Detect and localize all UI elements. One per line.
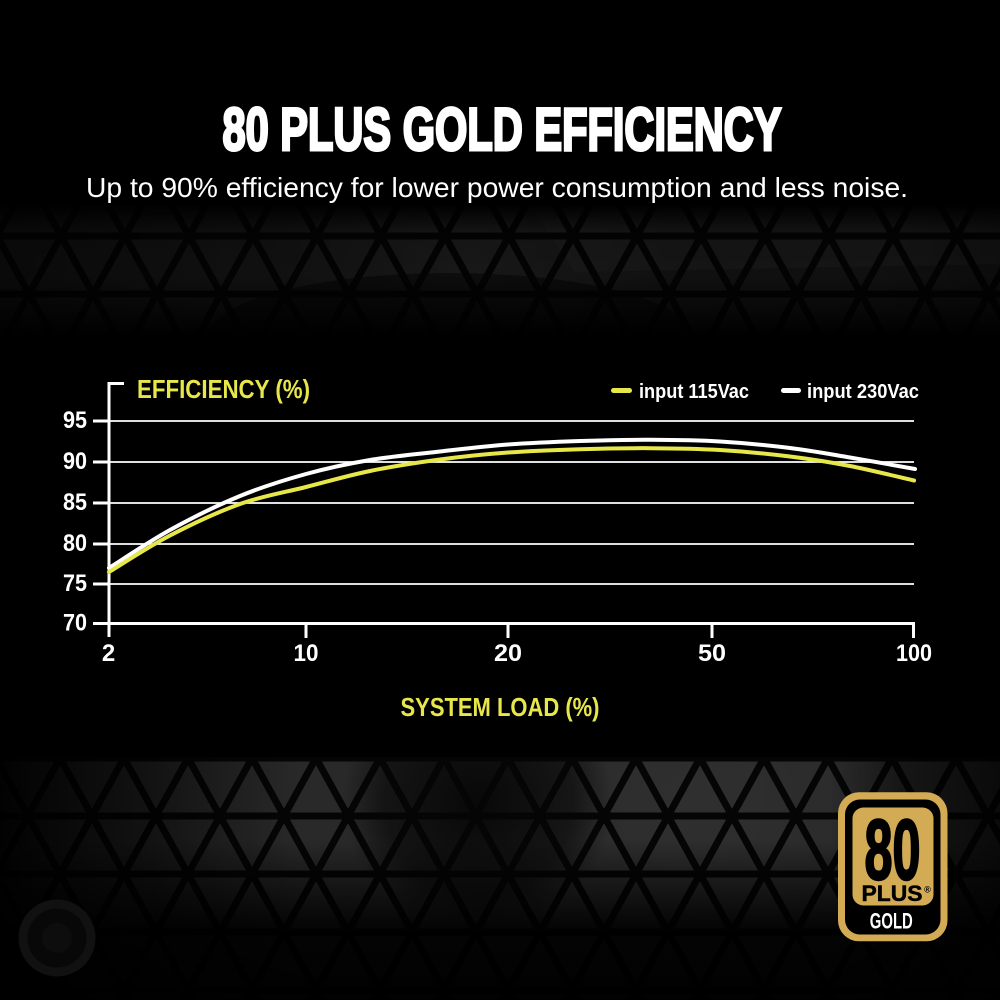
svg-text:85: 85: [63, 489, 87, 516]
svg-text:10: 10: [294, 640, 319, 667]
svg-text:Up to 90% efficiency for lower: Up to 90% efficiency for lower power con…: [86, 172, 908, 203]
svg-text:95: 95: [63, 407, 87, 434]
svg-text:80: 80: [865, 803, 921, 898]
svg-text:80 PLUS GOLD EFFICIENCY: 80 PLUS GOLD EFFICIENCY: [223, 96, 782, 163]
svg-text:GOLD: GOLD: [870, 908, 913, 933]
svg-text:PLUS: PLUS: [862, 881, 923, 906]
svg-text:2: 2: [102, 640, 115, 667]
svg-text:50: 50: [698, 640, 726, 667]
svg-text:80: 80: [63, 530, 87, 557]
svg-text:90: 90: [63, 448, 87, 475]
svg-text:70: 70: [63, 610, 87, 637]
svg-text:100: 100: [896, 640, 932, 667]
svg-text:20: 20: [494, 640, 522, 667]
svg-text:EFFICIENCY (%): EFFICIENCY (%): [137, 374, 310, 404]
svg-text:input 115Vac: input 115Vac: [639, 381, 749, 403]
svg-text:®: ®: [924, 885, 931, 895]
svg-text:75: 75: [63, 570, 87, 597]
svg-text:SYSTEM LOAD (%): SYSTEM LOAD (%): [401, 692, 600, 722]
svg-text:input 230Vac: input 230Vac: [807, 381, 919, 403]
